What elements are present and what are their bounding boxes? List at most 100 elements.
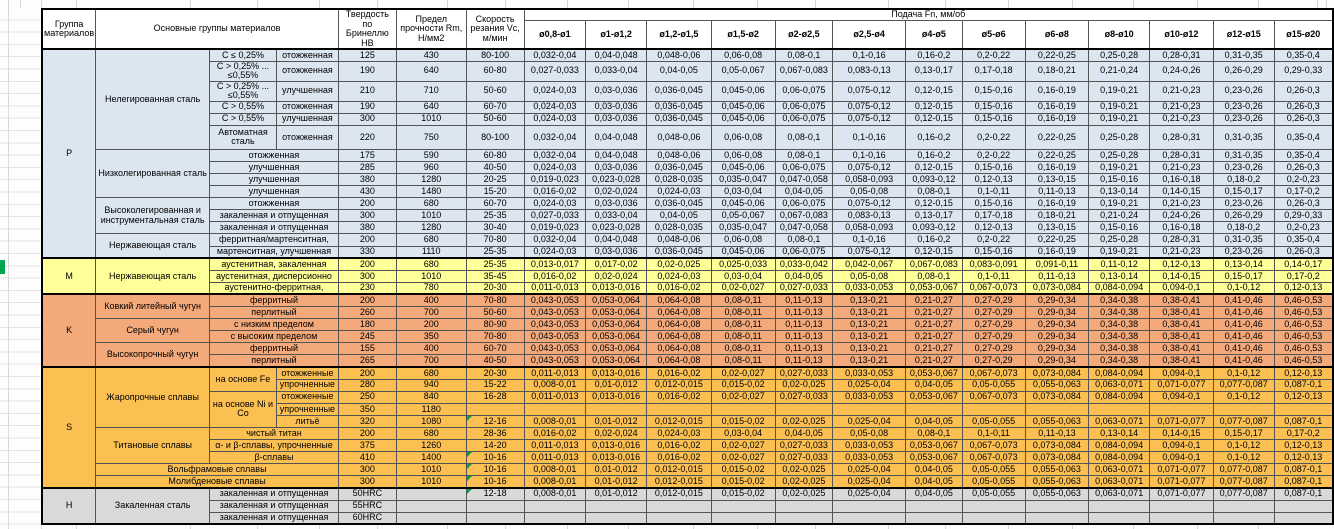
cell-feed[interactable]: 0,11-0,13 (774, 330, 834, 344)
cell-feed[interactable]: 0,38-0,41 (1149, 342, 1214, 356)
cell-feed[interactable]: 0,043-0,053 (523, 354, 587, 368)
material-name[interactable]: упрочненные (275, 402, 339, 416)
cell-feed[interactable]: 0,05-0,08 (832, 426, 906, 441)
cell-feed[interactable]: 0,024-0,03 (523, 80, 587, 102)
cell-feed[interactable] (1273, 499, 1334, 513)
cell-feed[interactable]: 0,027-0,033 (774, 451, 834, 465)
cell-feed[interactable]: 0,21-0,27 (905, 342, 963, 356)
cell-feed[interactable]: 0,2-0,23 (1273, 172, 1334, 187)
cell-feed[interactable]: 0,015-0,02 (710, 486, 776, 501)
cell-strength[interactable]: 1400 (395, 451, 467, 465)
cell-feed[interactable]: 0,29-0,33 (1273, 209, 1334, 223)
cell-feed[interactable]: 0,032-0,04 (523, 233, 587, 247)
cell-feed[interactable]: 0,21-0,24 (1088, 209, 1151, 223)
cell-hardness[interactable]: 190 (337, 100, 397, 114)
cell-feed[interactable]: 0,15-0,17 (1212, 185, 1275, 199)
cell-feed[interactable]: 0,03-0,04 (710, 426, 776, 441)
cell-feed[interactable]: 0,25-0,28 (1088, 47, 1151, 62)
cell-feed[interactable]: 0,26-0,3 (1273, 112, 1334, 126)
cell-feed[interactable]: 0,13-0,21 (832, 354, 906, 368)
cell-feed[interactable] (523, 511, 587, 525)
cell-strength[interactable]: 680 (395, 197, 467, 211)
cell-hardness[interactable]: 200 (337, 293, 397, 308)
material-name[interactable]: аустенитная, дисперсионно (209, 269, 339, 283)
cell-feed[interactable]: 0,075-0,12 (832, 197, 906, 211)
cell-feed[interactable]: 0,35-0,4 (1273, 124, 1334, 150)
cell-hardness[interactable]: 175 (337, 148, 397, 162)
cell-strength[interactable]: 640 (395, 60, 467, 82)
cell-feed[interactable]: 0,071-0,077 (1149, 414, 1214, 428)
material-name[interactable]: Нержавеющая сталь (95, 257, 211, 295)
cell-feed[interactable]: 0,05-0,067 (710, 209, 776, 223)
cell-hardness[interactable]: 260 (337, 305, 397, 320)
cell-feed[interactable]: 0,01-0,012 (585, 414, 648, 428)
cell-hardness[interactable]: 200 (337, 197, 397, 211)
cell-feed[interactable]: 0,15-0,16 (961, 245, 1026, 259)
cell-feed[interactable]: 0,094-0,1 (1149, 451, 1214, 465)
cell-feed[interactable]: 0,032-0,04 (523, 47, 587, 62)
cell-feed[interactable]: 0,03-0,04 (710, 185, 776, 199)
cell-speed[interactable]: 12-16 (465, 414, 525, 428)
cell-feed[interactable]: 0,033-0,053 (832, 439, 906, 453)
cell-feed[interactable]: 0,053-0,064 (585, 342, 648, 356)
cell-feed[interactable]: 0,073-0,084 (1024, 365, 1090, 380)
cell-feed[interactable]: 0,025-0,04 (832, 463, 906, 477)
cell-feed[interactable]: 0,01-0,012 (585, 378, 648, 392)
cell-feed[interactable]: 0,013-0,016 (585, 439, 648, 453)
cell-feed[interactable]: 0,043-0,053 (523, 293, 587, 308)
cell-feed[interactable]: 0,31-0,35 (1212, 233, 1275, 247)
cell-feed[interactable]: 0,1-0,12 (1212, 451, 1275, 465)
cell-hardness[interactable]: 280 (337, 378, 397, 392)
cell-feed[interactable]: 0,02-0,027 (710, 439, 776, 453)
cell-strength[interactable] (395, 511, 467, 525)
material-name[interactable]: литьё (275, 414, 339, 428)
cell-feed[interactable]: 0,047-0,058 (774, 172, 834, 187)
cell-feed[interactable]: 0,14-0,15 (1149, 269, 1214, 283)
cell-hardness[interactable]: 300 (337, 475, 397, 489)
cell-speed[interactable]: 25-35 (465, 257, 525, 271)
cell-feed[interactable]: 0,05-0,055 (961, 378, 1026, 392)
cell-feed[interactable]: 0,26-0,3 (1273, 197, 1334, 211)
cell-feed[interactable]: 0,05-0,055 (961, 414, 1026, 428)
cell-feed[interactable]: 0,08-0,1 (774, 124, 834, 150)
cell-feed[interactable] (1024, 402, 1090, 416)
cell-strength[interactable]: 1010 (395, 269, 467, 283)
cell-feed[interactable] (832, 499, 906, 513)
cell-speed[interactable]: 25-35 (465, 245, 525, 259)
cell-feed[interactable]: 0,067-0,073 (961, 281, 1026, 295)
material-name[interactable]: отожженная (209, 148, 339, 162)
cell-feed[interactable]: 0,019-0,023 (523, 221, 587, 235)
cell-feed[interactable]: 0,048-0,06 (646, 47, 712, 62)
cell-feed[interactable]: 0,012-0,015 (646, 475, 712, 489)
cell-feed[interactable]: 0,21-0,24 (1088, 60, 1151, 82)
header-diameter[interactable]: ø0,8-ø1 (523, 20, 587, 51)
cell-strength[interactable]: 350 (395, 330, 467, 344)
cell-feed[interactable]: 0,053-0,064 (585, 330, 648, 344)
cell-feed[interactable]: 0,16-0,18 (1149, 172, 1214, 187)
cell-feed[interactable]: 0,12-0,15 (905, 245, 963, 259)
cell-feed[interactable] (646, 499, 712, 513)
material-name[interactable]: Вольфрамовые сплавы (95, 463, 339, 477)
cell-feed[interactable]: 0,064-0,08 (646, 330, 712, 344)
material-name[interactable]: улучшенная (209, 185, 339, 199)
cell-feed[interactable]: 0,34-0,38 (1088, 318, 1151, 332)
cell-feed[interactable]: 0,16-0,19 (1024, 245, 1090, 259)
cell-feed[interactable]: 0,053-0,067 (905, 281, 963, 295)
cell-feed[interactable]: 0,12-0,13 (1273, 390, 1334, 404)
cell-feed[interactable]: 0,083-0,13 (832, 209, 906, 223)
cell-feed[interactable]: 0,033-0,053 (832, 451, 906, 465)
cell-strength[interactable]: 640 (395, 100, 467, 114)
cell-feed[interactable]: 0,27-0,29 (961, 293, 1026, 308)
cell-feed[interactable]: 0,11-0,13 (1024, 269, 1090, 283)
cell-feed[interactable]: 0,015-0,02 (710, 475, 776, 489)
cell-strength[interactable]: 400 (395, 342, 467, 356)
material-name[interactable]: Закаленная сталь (95, 486, 211, 525)
cell-feed[interactable]: 0,045-0,06 (710, 160, 776, 174)
cell-feed[interactable]: 0,064-0,08 (646, 354, 712, 368)
cell-feed[interactable] (523, 402, 587, 416)
cell-feed[interactable]: 0,11-0,13 (1024, 185, 1090, 199)
cell-feed[interactable]: 0,16-0,19 (1024, 160, 1090, 174)
material-name[interactable]: α- и β-сплавы, упрочненные (209, 439, 339, 453)
material-name[interactable]: с низким пределом (209, 318, 339, 332)
cell-strength[interactable]: 750 (395, 124, 467, 150)
